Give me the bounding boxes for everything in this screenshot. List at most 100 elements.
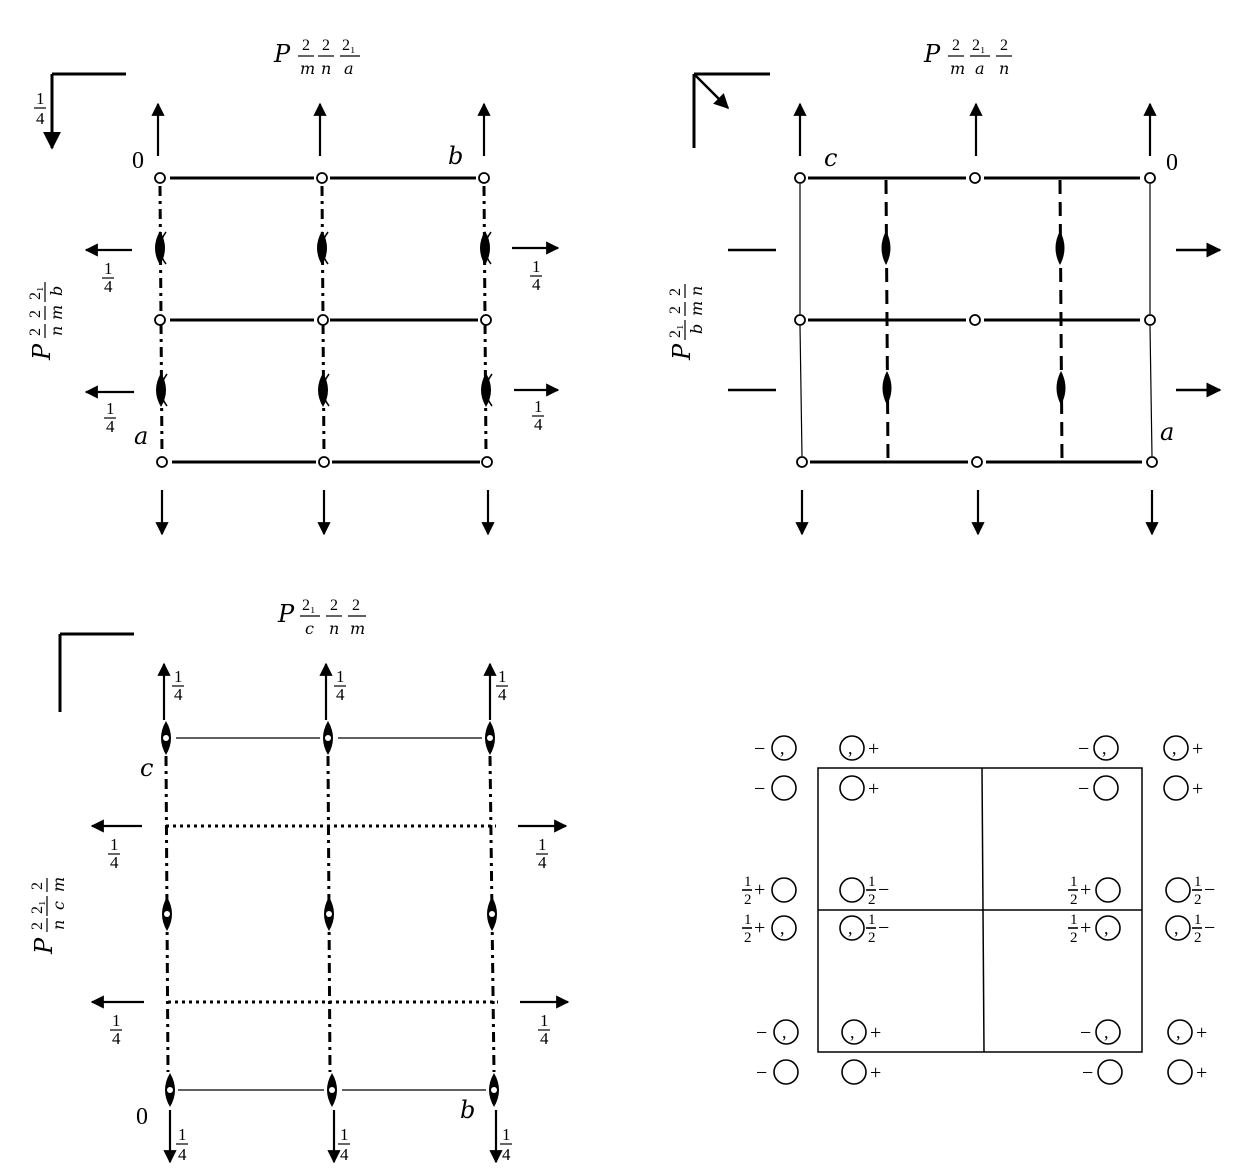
svg-text:−: − <box>754 778 765 800</box>
svg-text:,: , <box>780 918 785 938</box>
svg-text:−: − <box>1204 917 1215 939</box>
svg-text:n: n <box>329 619 339 638</box>
svg-text:2: 2 <box>352 597 360 614</box>
svg-text:1: 1 <box>1070 912 1078 928</box>
svg-text:m: m <box>950 59 965 78</box>
panel2-arrows <box>793 102 1159 536</box>
svg-text:4: 4 <box>498 685 507 704</box>
panel3-arrows <box>90 662 570 1164</box>
svg-text:+: + <box>870 1022 881 1044</box>
panel2-glide-lines <box>884 179 1064 461</box>
panel2-origin: 0 <box>1166 150 1178 176</box>
panel2-side-marks <box>728 242 1222 398</box>
svg-text:4: 4 <box>336 685 345 704</box>
panel3-top-symbol: P 2₁ c 2 n 2 m <box>277 597 366 638</box>
svg-text:,: , <box>1176 1022 1181 1042</box>
panel-3: P 2₁ c 2 n 2 m P 2 n 2₁ c 2 m <box>29 597 570 1164</box>
panel3-origin: 0 <box>136 1104 148 1130</box>
svg-text:1: 1 <box>744 912 752 928</box>
svg-text:+: + <box>1196 1022 1207 1044</box>
svg-text:n: n <box>999 59 1009 78</box>
svg-text:2: 2 <box>744 930 752 946</box>
svg-text:+: + <box>754 917 765 939</box>
svg-text:1: 1 <box>340 1125 349 1144</box>
svg-text:−: − <box>1078 738 1089 760</box>
svg-text:2: 2 <box>667 306 684 314</box>
svg-text:−: − <box>1082 1062 1093 1084</box>
svg-text:m: m <box>350 619 365 638</box>
svg-text:P: P <box>668 343 696 361</box>
svg-text:2: 2 <box>1070 892 1078 908</box>
panel3-inset-axes <box>58 632 134 712</box>
panel1-side-symbol: P 2 n 2 m 2₁ b <box>27 282 66 361</box>
panel1-mirror-lines <box>170 176 480 464</box>
svg-text:1: 1 <box>112 1011 121 1030</box>
svg-text:1: 1 <box>534 397 543 416</box>
svg-text:m: m <box>300 59 315 78</box>
svg-text:2: 2 <box>27 310 44 318</box>
panel-4: − , , + − , , + − + − + 1 2 + 1 2 − 1 2 + <box>742 735 1215 1085</box>
svg-text:c: c <box>305 619 314 638</box>
svg-text:1: 1 <box>532 257 541 276</box>
svg-text:2: 2 <box>29 922 46 930</box>
svg-text:,: , <box>1102 738 1107 758</box>
svg-text:1: 1 <box>540 1011 549 1030</box>
svg-text:−: − <box>756 1062 767 1084</box>
svg-text:1: 1 <box>1194 912 1202 928</box>
svg-text:4: 4 <box>340 1145 349 1164</box>
svg-text:4: 4 <box>534 415 543 434</box>
svg-text:1: 1 <box>106 399 115 418</box>
panel1-axis-b: b <box>448 142 463 170</box>
svg-text:2: 2 <box>330 597 338 614</box>
panel2-inversion-centers <box>794 172 1158 468</box>
panel3-height-labels: 14 14 14 14 14 14 14 14 14 14 <box>108 667 550 1164</box>
svg-text:4: 4 <box>540 1029 549 1048</box>
svg-text:,: , <box>1172 738 1177 758</box>
svg-text:2: 2 <box>27 328 44 336</box>
svg-text:P: P <box>273 40 291 68</box>
svg-text:,: , <box>850 1022 855 1042</box>
svg-text:2: 2 <box>952 37 960 54</box>
svg-text:,: , <box>1104 1022 1109 1042</box>
svg-text:2: 2 <box>302 37 310 54</box>
svg-text:n: n <box>47 326 66 336</box>
svg-text:+: + <box>1192 738 1203 760</box>
svg-text:,: , <box>1104 918 1109 938</box>
svg-text:2: 2 <box>1000 37 1008 54</box>
svg-text:−: − <box>878 879 889 901</box>
svg-text:1: 1 <box>502 1125 511 1144</box>
svg-text:+: + <box>1080 879 1091 901</box>
panel-1: P 2 m 2 n 2₁ a P 2 n 2 m 2₁ b <box>27 37 560 536</box>
svg-text:−: − <box>754 738 765 760</box>
svg-text:2₁: 2₁ <box>342 37 356 54</box>
svg-text:4: 4 <box>532 275 541 294</box>
panel2-thin-lines <box>799 184 1153 457</box>
svg-text:n: n <box>49 920 68 930</box>
svg-text:1: 1 <box>178 1125 187 1144</box>
svg-text:1: 1 <box>336 667 345 686</box>
panel1-origin: 0 <box>132 148 144 174</box>
svg-text:1: 1 <box>1070 874 1078 890</box>
panel2-top-symbol: P 2 m 2₁ a 2 n <box>923 37 1012 78</box>
panel4-cell-outline <box>817 767 1143 1053</box>
svg-text:P: P <box>277 600 295 628</box>
panel1-glide-lines <box>158 185 488 455</box>
svg-text:+: + <box>870 1062 881 1084</box>
svg-text:2₁: 2₁ <box>27 286 44 300</box>
svg-text:1: 1 <box>36 89 45 108</box>
panel3-dotted-lines <box>166 824 498 1004</box>
svg-text:+: + <box>868 738 879 760</box>
svg-text:1: 1 <box>868 874 876 890</box>
panel1-top-symbol: P 2 m 2 n 2₁ a <box>273 37 360 78</box>
panel2-side-symbol: P 2₁ b 2 m 2 n <box>667 284 706 361</box>
svg-text:,: , <box>780 738 785 758</box>
svg-text:−: − <box>1080 1022 1091 1044</box>
svg-text:m: m <box>687 301 706 316</box>
svg-text:4: 4 <box>112 1029 121 1048</box>
svg-text:+: + <box>868 778 879 800</box>
svg-text:2: 2 <box>744 892 752 908</box>
panel4-equivalent-positions: − , , + − , , + − + − + 1 2 + 1 2 − 1 2 + <box>742 735 1215 1085</box>
svg-text:,: , <box>848 918 853 938</box>
svg-text:b: b <box>47 286 66 296</box>
